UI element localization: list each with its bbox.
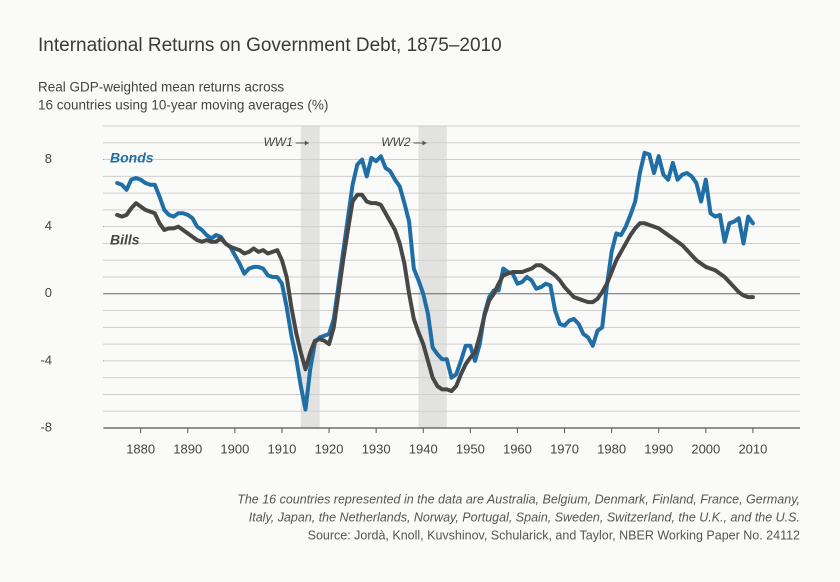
series-line: [115, 192, 755, 394]
arrow-head: [422, 140, 427, 146]
legend-entry: Bills: [110, 232, 140, 248]
subtitle: Real GDP-weighted mean returns across: [38, 80, 284, 95]
source: Source: Jordà, Knoll, Kuvshinov, Schular…: [308, 528, 800, 542]
y-tick-label: 0: [45, 285, 52, 300]
x-tick-label: 1960: [503, 441, 532, 456]
y-tick-label: -8: [40, 419, 52, 434]
region-label: WW2: [381, 135, 411, 149]
x-tick-label: 1910: [267, 441, 296, 456]
x-tick-label: 1940: [409, 441, 438, 456]
x-tick-label: 1990: [644, 441, 673, 456]
note: Italy, Japan, the Netherlands, Norway, P…: [249, 510, 800, 524]
note: The 16 countries represented in the data…: [237, 492, 800, 506]
x-tick-label: 1930: [362, 441, 391, 456]
y-tick-label: -4: [40, 352, 52, 367]
y-tick-label: 4: [45, 218, 52, 233]
x-tick-label: 2000: [691, 441, 720, 456]
x-tick-label: 1890: [173, 441, 202, 456]
x-tick-label: 1900: [220, 441, 249, 456]
x-tick-label: 1980: [597, 441, 626, 456]
x-tick-label: 1880: [126, 441, 155, 456]
x-tick-label: 1950: [456, 441, 485, 456]
x-tick-label: 1970: [550, 441, 579, 456]
x-tick-label: 1920: [315, 441, 344, 456]
chart-title: International Returns on Government Debt…: [38, 35, 502, 56]
plot-area: -8 -4 0 4 8 1880 1890 1900 1910 1920 1930 1940 1950 1…: [40, 125, 800, 456]
x-tick-label: 2010: [738, 441, 767, 456]
legend-entry: Bonds: [110, 150, 154, 166]
y-tick-label: 8: [45, 151, 52, 166]
arrow-head: [304, 140, 309, 146]
region-label: WW1: [263, 135, 292, 149]
subtitle: 16 countries using 10-year moving averag…: [38, 98, 328, 113]
